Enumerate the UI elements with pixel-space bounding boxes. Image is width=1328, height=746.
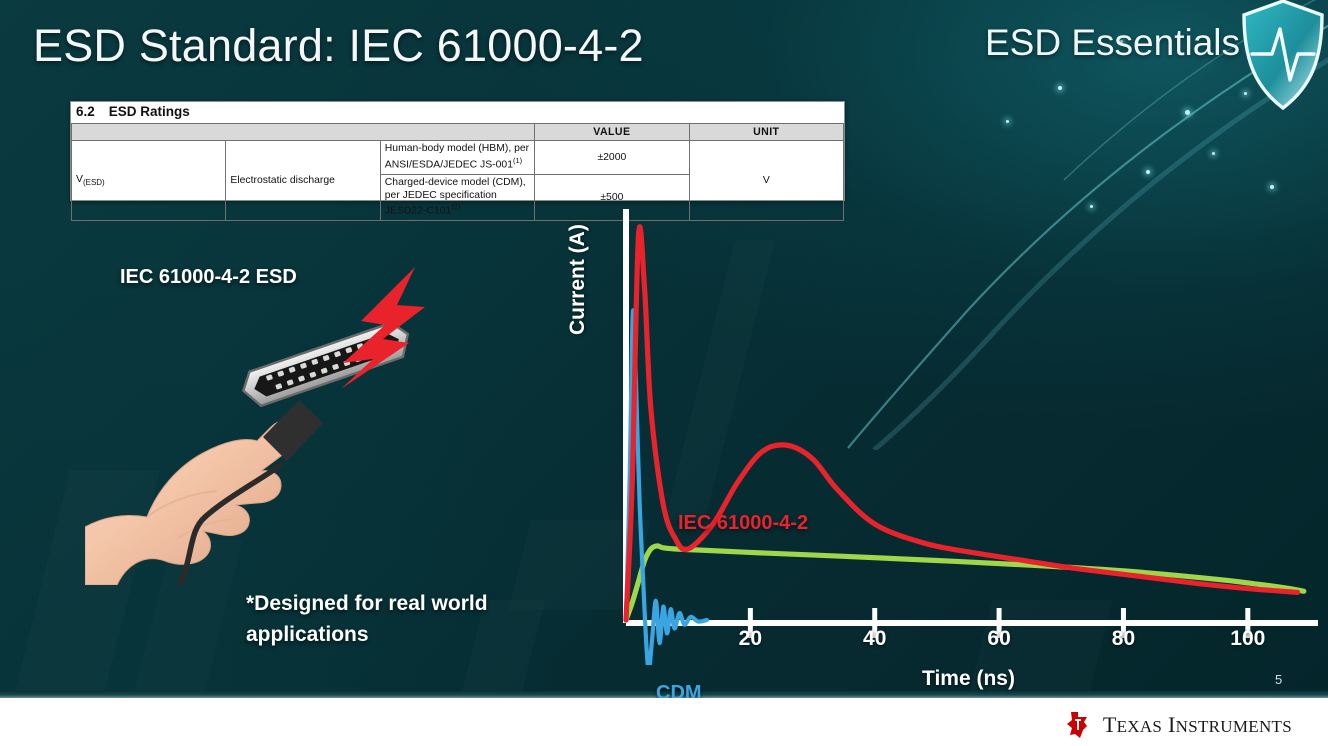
symbol-main: V xyxy=(76,174,83,186)
x-tick-label: 100 xyxy=(1230,627,1266,650)
chart-plot-area xyxy=(623,209,1318,673)
table-cell-value-cdm: ±500 xyxy=(534,173,690,222)
esd-ratings-table: VALUE UNIT V(ESD) Electrostatic discharg… xyxy=(70,123,845,222)
model-text-cdm: Charged-device model (CDM), per JEDEC sp… xyxy=(384,176,526,217)
table-cell-value-hbm: ±2000 xyxy=(534,140,690,175)
designed-note: *Designed for real world applications xyxy=(246,592,488,646)
table-cell-symbol: V(ESD) xyxy=(70,139,227,222)
brand-label: ESD Essentials xyxy=(985,22,1240,63)
illustration-caption: IEC 61000-4-2 ESD xyxy=(120,266,297,288)
symbol-sub: (ESD) xyxy=(82,178,105,188)
shield-pulse-icon xyxy=(1242,0,1324,111)
slide-footer xyxy=(0,698,1328,746)
x-tick-label: 60 xyxy=(987,627,1011,650)
esd-ratings-table-card: 6.2 ESD Ratings VALUE UNIT V(ESD) Electro… xyxy=(70,101,845,222)
slide-bottom-edge xyxy=(0,691,1328,698)
chart-y-axis-label: Current (A) xyxy=(566,224,589,335)
table-header-unit: UNIT xyxy=(688,123,845,141)
texas-logo-icon xyxy=(1066,712,1087,738)
series-curve-cdm xyxy=(623,308,709,673)
ti-logo: TEXAS INSTRUMENTS xyxy=(1063,710,1292,740)
page-number: 5 xyxy=(1275,672,1283,687)
x-tick-label: 20 xyxy=(738,627,763,650)
chart-x-axis-label: Time (ns) xyxy=(922,667,1015,690)
table-cell-model-cdm: Charged-device model (CDM), per JEDEC sp… xyxy=(379,173,536,222)
ti-t: T xyxy=(1102,712,1117,737)
table-cell-model-hbm: Human-body model (HBM), per ANSI/ESDA/JE… xyxy=(379,140,536,175)
esd-waveform-chart: Current (A) Time (ns) IEC 61000-4-2 CDM … xyxy=(566,195,1328,741)
table-cell-parameter: Electrostatic discharge xyxy=(225,139,381,222)
table-header-value: VALUE xyxy=(534,123,690,141)
table-section-heading: 6.2 ESD Ratings xyxy=(71,102,844,123)
table-header-row: VALUE UNIT xyxy=(70,123,845,141)
lightning-bolt-icon xyxy=(341,267,425,389)
series-curve-iec-61000-4-2 xyxy=(623,224,1301,623)
table-section-title: ESD Ratings xyxy=(108,104,190,119)
table-section-number: 6.2 xyxy=(76,104,95,119)
ti-exas: EXAS xyxy=(1116,717,1163,736)
ti-wordmark: TEXAS INSTRUMENTS xyxy=(1103,712,1292,738)
series-label-iec: IEC 61000-4-2 xyxy=(678,512,809,534)
ti-nstruments: NSTRUMENTS xyxy=(1175,717,1292,736)
model-text-hbm: Human-body model (HBM), per ANSI/ESDA/JE… xyxy=(384,143,530,171)
hand-connector-illustration xyxy=(84,255,435,588)
footnote-hbm: (1) xyxy=(512,155,523,165)
x-tick-label: 80 xyxy=(1111,627,1136,650)
table-cell-unit: V xyxy=(688,139,845,222)
footnote-cdm: (2) xyxy=(451,202,461,212)
x-tick-label: 40 xyxy=(863,627,887,650)
page-title: ESD Standard: IEC 61000-4-2 xyxy=(33,20,644,71)
table-row: V(ESD) Electrostatic discharge Human-bod… xyxy=(70,139,845,222)
table-header-blank xyxy=(70,123,536,141)
ti-i: I xyxy=(1168,712,1176,737)
table-row: Charged-device model (CDM), per JEDEC sp… xyxy=(72,173,844,222)
